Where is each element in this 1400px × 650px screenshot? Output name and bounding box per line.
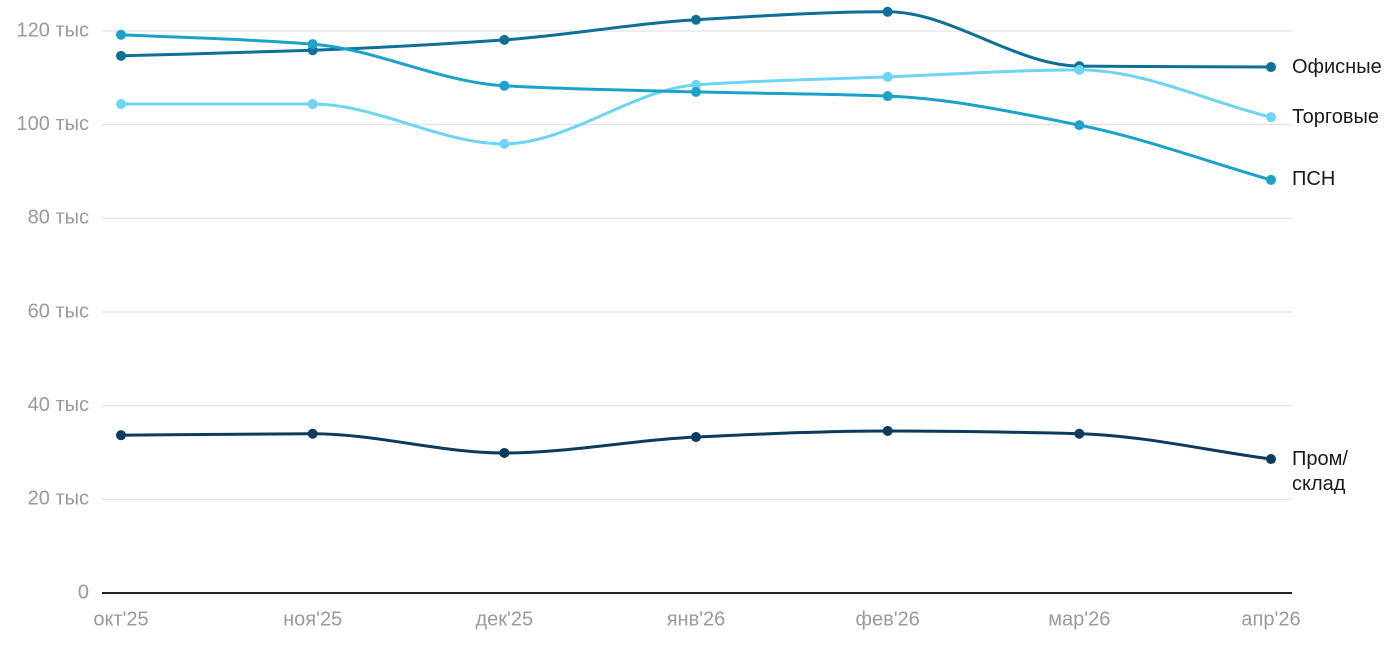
data-point bbox=[116, 99, 126, 110]
x-tick-label: окт'25 bbox=[93, 608, 148, 630]
y-tick-label: 120 тыс bbox=[17, 19, 89, 41]
data-point bbox=[499, 138, 510, 149]
y-tick-label: 60 тыс bbox=[28, 300, 89, 322]
data-point bbox=[691, 432, 701, 443]
data-point bbox=[882, 6, 893, 17]
data-point bbox=[307, 99, 318, 110]
data-point bbox=[1266, 454, 1276, 465]
data-point bbox=[691, 14, 701, 25]
x-tick-label: дек'25 bbox=[476, 608, 534, 630]
data-point bbox=[116, 430, 126, 441]
data-point bbox=[1266, 174, 1276, 185]
data-point bbox=[116, 29, 126, 40]
series-line bbox=[120, 33, 1272, 182]
data-point bbox=[882, 91, 893, 102]
data-point bbox=[691, 86, 701, 97]
y-tick-label: 20 тыс bbox=[28, 488, 89, 510]
data-point bbox=[691, 79, 701, 90]
data-point bbox=[307, 428, 318, 439]
x-tick-label: янв'26 bbox=[667, 608, 726, 630]
data-point bbox=[882, 425, 893, 436]
data-point bbox=[307, 39, 318, 50]
data-point bbox=[499, 34, 510, 45]
x-tick-label: ноя'25 bbox=[283, 608, 342, 630]
y-tick-label: 0 bbox=[78, 581, 89, 603]
data-point bbox=[882, 71, 893, 82]
series-label: Офисные bbox=[1292, 55, 1382, 78]
series-label: Пром/склад bbox=[1292, 447, 1348, 495]
x-tick-label: апр'26 bbox=[1241, 608, 1300, 630]
data-point bbox=[1074, 428, 1085, 439]
x-tick-label: фев'26 bbox=[856, 608, 920, 630]
data-point bbox=[1074, 64, 1085, 75]
data-point bbox=[1266, 112, 1276, 123]
y-tick-label: 40 тыс bbox=[28, 394, 89, 416]
data-point bbox=[1266, 62, 1276, 73]
series-label: Торговые bbox=[1292, 105, 1380, 128]
y-tick-label: 100 тыс bbox=[17, 113, 89, 135]
data-point bbox=[1074, 120, 1085, 131]
data-point bbox=[116, 50, 126, 61]
series-label: ПСН bbox=[1292, 168, 1336, 191]
data-point bbox=[499, 447, 510, 458]
y-tick-label: 80 тыс bbox=[28, 207, 89, 229]
data-point bbox=[499, 80, 510, 91]
x-tick-label: мар'26 bbox=[1048, 608, 1110, 630]
